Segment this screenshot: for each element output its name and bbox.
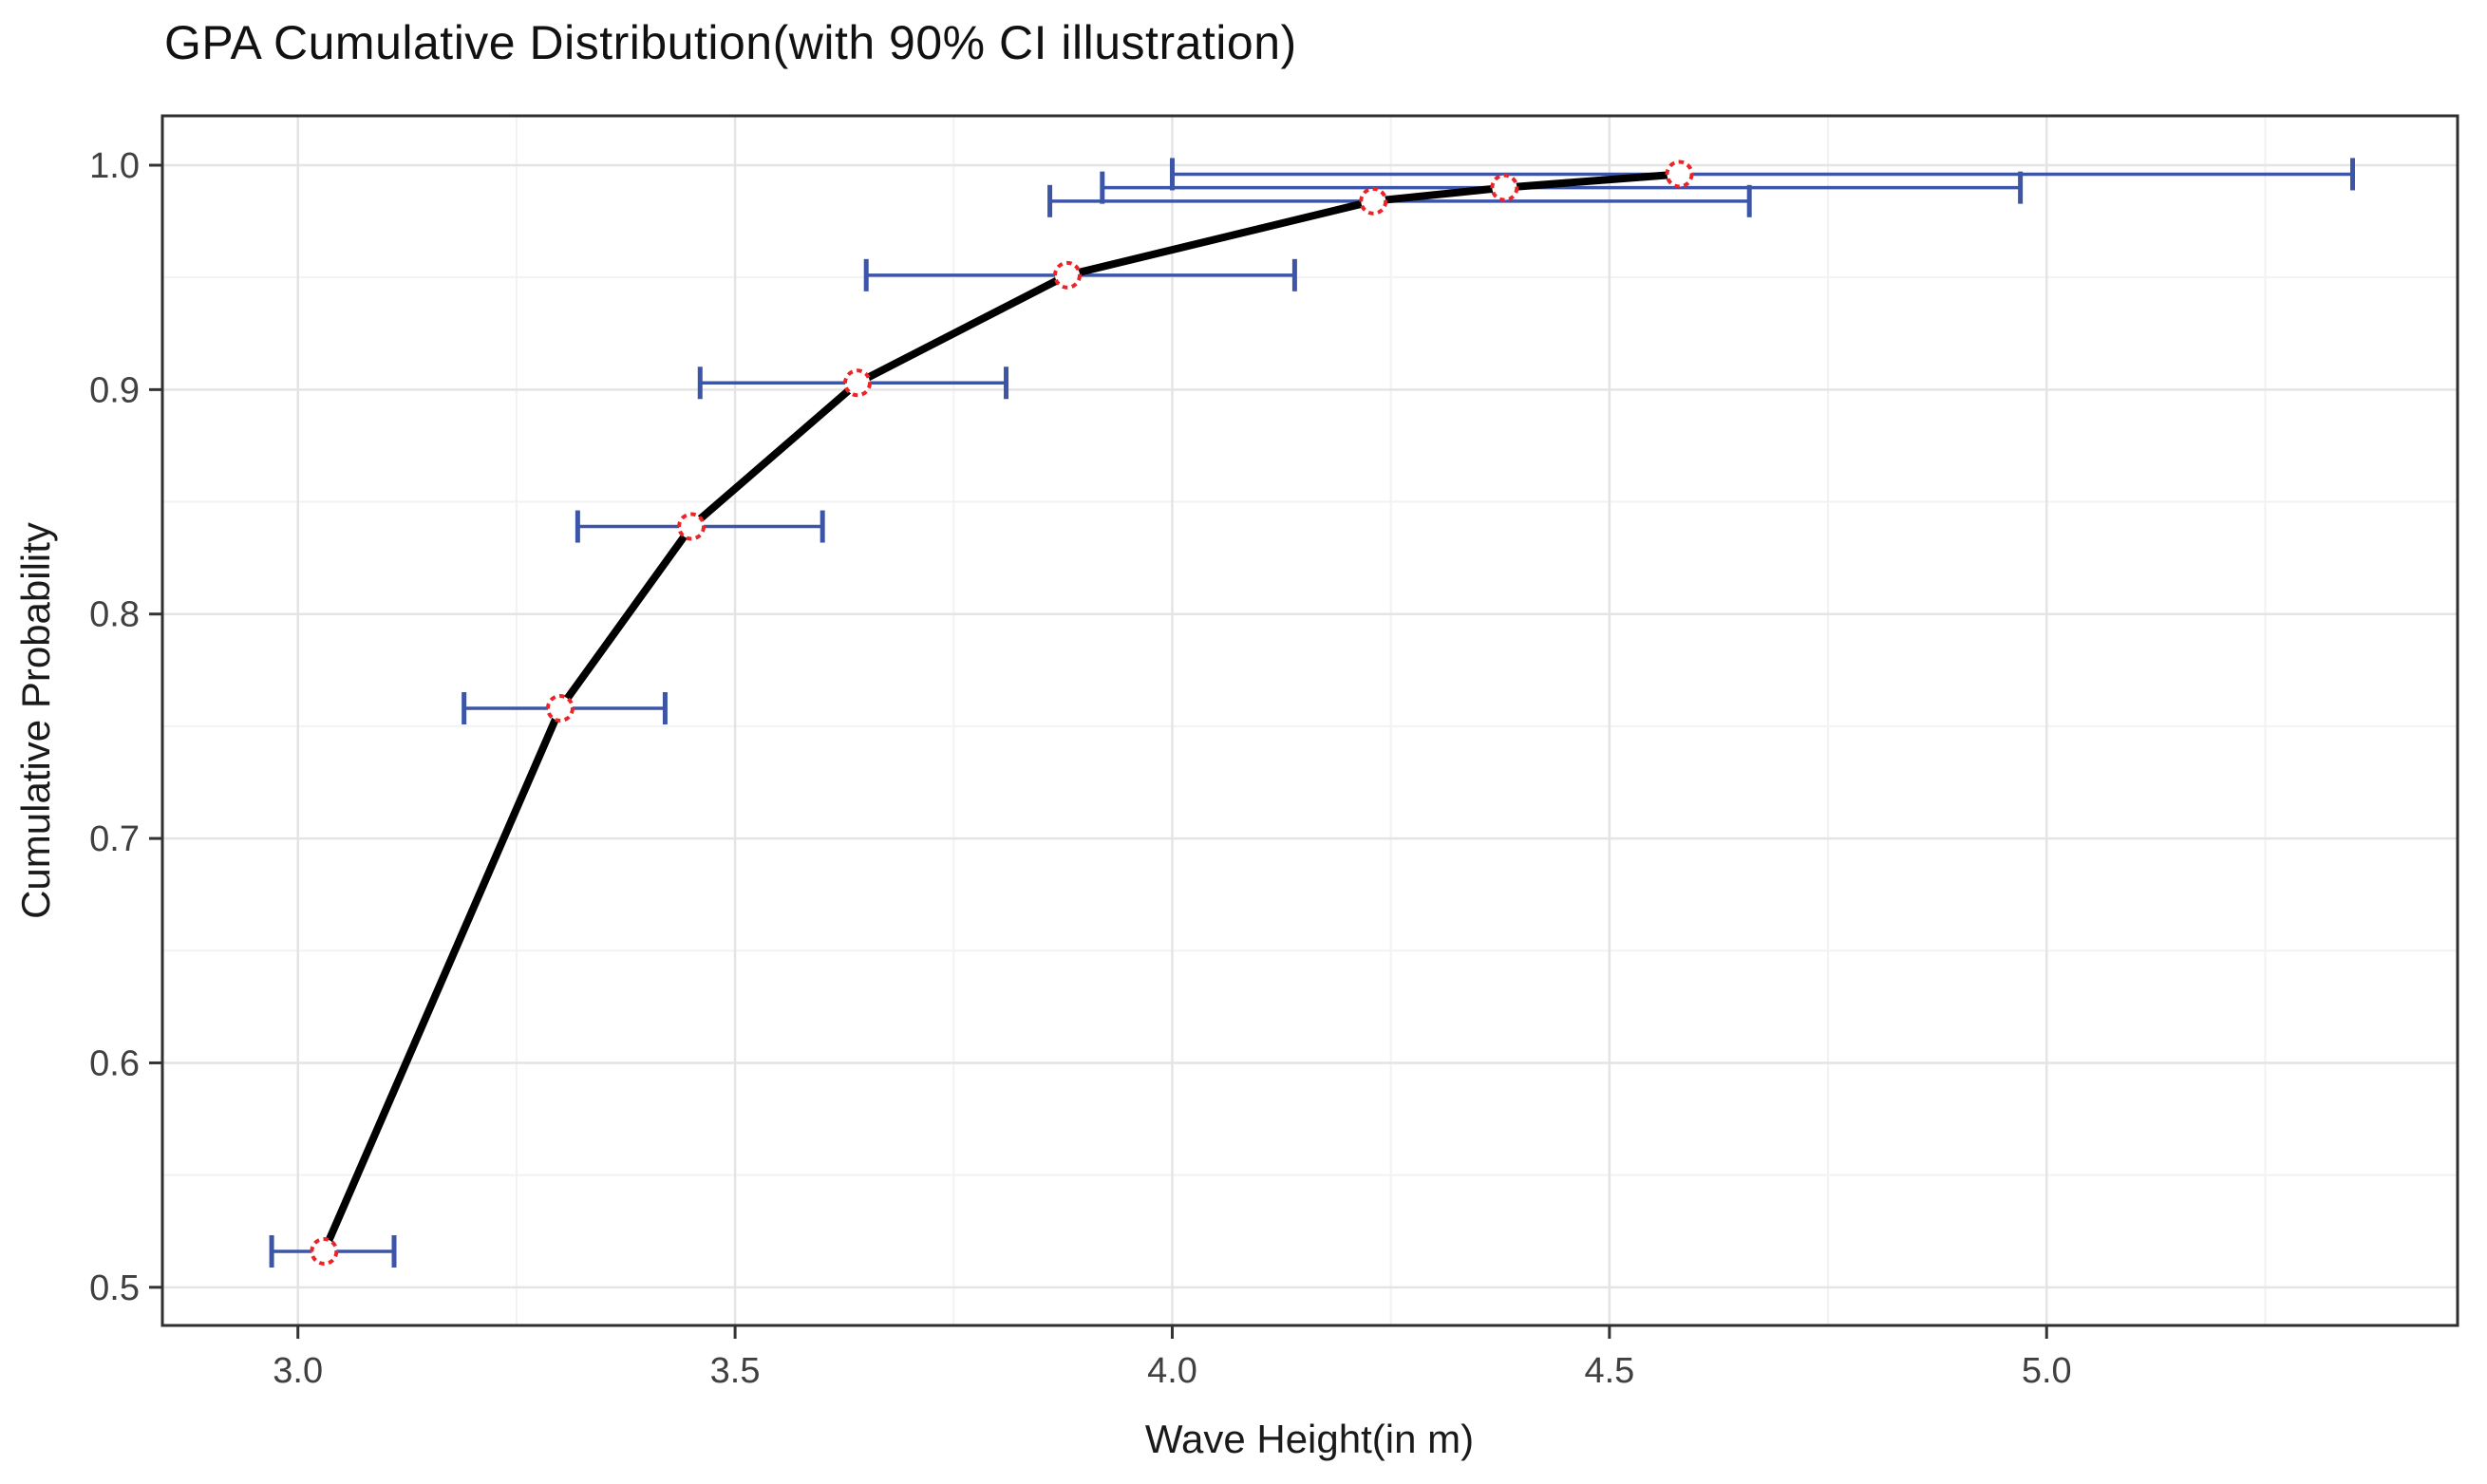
panel-border [160,114,2459,1327]
svg-text:5.0: 5.0 [2022,1351,2072,1391]
svg-text:0.9: 0.9 [89,370,140,410]
grid-minor-lines [162,116,2458,1325]
svg-text:0.5: 0.5 [89,1268,140,1308]
grid-major-lines [162,116,2458,1325]
x-axis-ticks [296,1325,2048,1339]
x-axis-tick-labels: 3.0 3.5 4.0 4.5 5.0 [273,1351,2071,1391]
panel-background [162,116,2458,1325]
chart-title: GPA Cumulative Distribution(with 90% CI … [164,16,1297,69]
data-points [310,160,1694,1266]
y-axis-title: Cumulative Probability [13,522,58,919]
svg-text:1.0: 1.0 [89,146,140,186]
y-axis-ticks [149,163,162,1289]
svg-text:4.5: 4.5 [1584,1351,1634,1391]
x-axis-title: Wave Height(in m) [1145,1417,1474,1461]
svg-text:3.5: 3.5 [710,1351,761,1391]
svg-text:0.6: 0.6 [89,1043,140,1083]
svg-text:0.8: 0.8 [89,595,140,635]
svg-text:4.0: 4.0 [1147,1351,1197,1391]
svg-text:0.7: 0.7 [89,819,140,859]
cdf-line [320,170,1684,1255]
y-axis-tick-labels: 0.5 0.6 0.7 0.8 0.9 1.0 [89,146,140,1308]
svg-text:3.0: 3.0 [273,1351,323,1391]
